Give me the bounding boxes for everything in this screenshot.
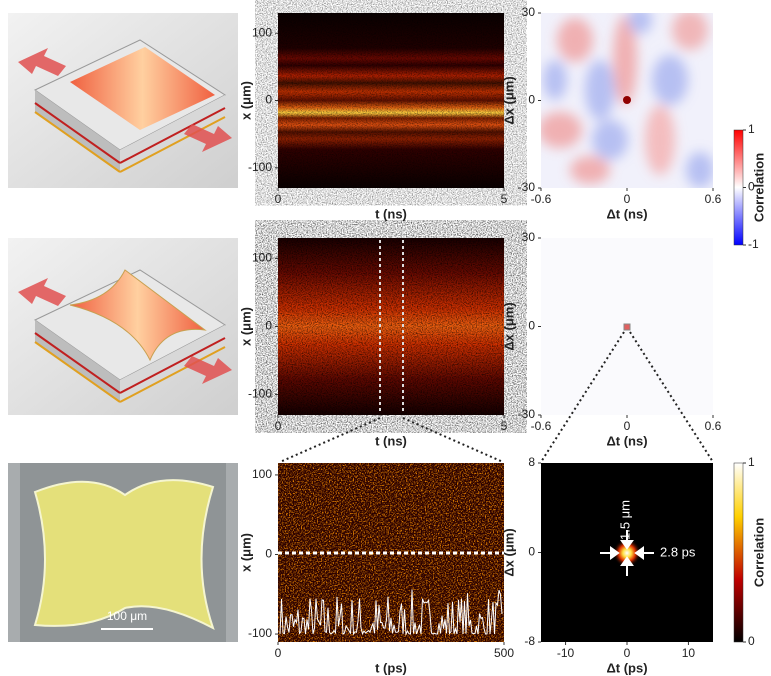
x-axis-label: Δt (ns) (606, 433, 647, 448)
y-tick-label: -30 (518, 407, 536, 421)
heatmap-image (538, 6, 714, 188)
heatmap-image: 1.5 μm 2.8 ps (541, 463, 713, 642)
device-illustration (8, 238, 238, 415)
annotation: 2.8 ps (660, 544, 696, 559)
x-axis-label: t (ps) (375, 660, 407, 675)
colorbar-tick-label: -1 (748, 237, 759, 251)
y-tick-label: 100 (252, 251, 272, 265)
x-tick-label: 10 (682, 646, 696, 660)
scale-bar-label: 100 μm (107, 609, 147, 623)
device-illustration (8, 13, 238, 188)
x-tick-label: 5 (501, 419, 508, 433)
y-axis-label: Δx (μm) (501, 302, 516, 350)
y-axis-label: x (μm) (238, 307, 253, 346)
colorbar-tick-label: 1 (748, 455, 755, 469)
x-tick-label: 0 (624, 192, 631, 206)
heatmap-image (541, 238, 713, 415)
y-tick-label: 30 (522, 230, 536, 244)
x-axis-label: t (ns) (375, 206, 407, 221)
x-tick-label: 0 (275, 192, 282, 206)
y-axis-label: x (μm) (238, 533, 253, 572)
x-axis-label: t (ns) (375, 433, 407, 448)
micrograph: 100 μm (8, 463, 238, 642)
heatmap-image (278, 463, 504, 642)
heatmap-image (278, 238, 504, 415)
x-tick-label: 0 (624, 419, 631, 433)
colorbar-tick-label: 1 (748, 122, 755, 136)
y-tick-label: -8 (524, 634, 535, 648)
x-tick-label: 0.6 (705, 419, 722, 433)
y-tick-label: 0 (265, 93, 272, 107)
y-tick-label: 0 (528, 93, 535, 107)
y-tick-label: 0 (528, 319, 535, 333)
x-tick-label: 0 (275, 646, 282, 660)
heatmap-image (278, 13, 504, 188)
colorbar (734, 463, 743, 642)
annotation: 1.5 μm (617, 500, 632, 540)
x-tick-label: -0.6 (531, 192, 552, 206)
y-tick-label: 100 (252, 25, 272, 39)
x-tick-label: 0.6 (705, 192, 722, 206)
x-tick-label: 5 (501, 192, 508, 206)
colorbar-tick-label: 0 (748, 634, 755, 648)
y-axis-label: Δx (μm) (501, 76, 516, 124)
x-axis-label: Δt (ps) (606, 660, 647, 675)
y-tick-label: 0 (265, 547, 272, 561)
y-tick-label: 0 (528, 545, 535, 559)
x-tick-label: -0.6 (531, 419, 552, 433)
y-tick-label: -100 (248, 626, 272, 640)
y-axis-label: x (μm) (238, 81, 253, 120)
x-tick-label: -10 (557, 646, 575, 660)
x-tick-label: 0 (275, 419, 282, 433)
y-tick-label: 100 (252, 467, 272, 481)
y-tick-label: 0 (265, 319, 272, 333)
figure: 100 μm 1.5 μm 2.8 ps 05-1000100t (ns)x (… (0, 0, 771, 676)
x-tick-label: 0 (624, 646, 631, 660)
colorbar-label: Correlation (751, 153, 766, 222)
y-tick-label: -100 (248, 160, 272, 174)
x-tick-label: 500 (494, 646, 514, 660)
colorbar (734, 130, 743, 245)
y-axis-label: Δx (μm) (501, 528, 516, 576)
y-tick-label: -30 (518, 180, 536, 194)
x-axis-label: Δt (ns) (606, 206, 647, 221)
y-tick-label: -100 (248, 387, 272, 401)
colorbar-label: Correlation (751, 518, 766, 587)
y-tick-label: 8 (528, 455, 535, 469)
y-tick-label: 30 (522, 5, 536, 19)
